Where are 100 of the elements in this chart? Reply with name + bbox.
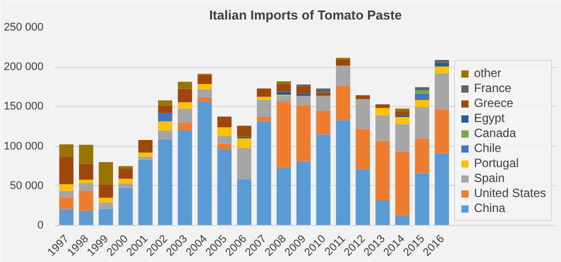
bar	[237, 148, 252, 180]
bar	[434, 73, 449, 110]
bar	[276, 81, 291, 84]
y-tick-label: 100 000	[4, 140, 44, 152]
y-tick-label: 50 000	[10, 180, 44, 192]
bar	[316, 88, 330, 93]
legend-label: Spain	[474, 171, 505, 185]
bar	[395, 215, 410, 226]
bar	[98, 208, 113, 226]
bar	[434, 66, 449, 74]
bar	[138, 156, 153, 160]
bar	[356, 95, 370, 100]
legend-label: France	[474, 81, 512, 95]
bar	[375, 115, 390, 141]
bar	[414, 87, 430, 90]
bar	[256, 96, 272, 100]
bar	[118, 168, 133, 179]
bar	[59, 184, 74, 191]
bar	[434, 60, 449, 63]
bar	[118, 184, 133, 188]
bar	[178, 130, 192, 226]
bar	[138, 140, 153, 153]
bar	[237, 126, 252, 137]
bar	[395, 111, 410, 116]
bar	[434, 109, 449, 154]
y-tick-label: 250 000	[4, 22, 44, 34]
bar	[237, 138, 252, 148]
bar	[256, 100, 272, 117]
bar	[98, 184, 113, 198]
bar	[79, 144, 94, 164]
bar	[217, 149, 232, 226]
bar	[375, 200, 390, 226]
bar	[375, 104, 390, 108]
bar	[276, 168, 291, 226]
bar	[158, 113, 172, 122]
bar	[79, 183, 94, 191]
y-tick-label: 0	[37, 220, 44, 232]
bar	[217, 116, 232, 128]
bar	[98, 202, 113, 209]
bar	[217, 136, 232, 144]
bar	[256, 88, 272, 97]
legend-label: Greece	[474, 96, 514, 110]
bar	[316, 92, 330, 96]
bar	[336, 86, 350, 120]
bar	[296, 96, 311, 106]
bar	[178, 108, 192, 123]
bar	[356, 128, 370, 170]
bar	[217, 144, 232, 150]
bar	[79, 190, 94, 211]
bar	[198, 97, 212, 102]
bar	[59, 190, 74, 198]
bar	[59, 208, 74, 226]
bar	[375, 140, 390, 201]
bar	[395, 116, 410, 124]
bar	[178, 82, 192, 89]
bar	[118, 178, 133, 184]
bar	[138, 160, 153, 226]
chart-title: Italian Imports of Tomato Paste	[209, 8, 402, 22]
bar	[414, 94, 430, 100]
bar	[414, 138, 430, 173]
bar	[356, 99, 370, 129]
bar	[178, 102, 192, 109]
bar	[158, 121, 172, 130]
bar	[395, 108, 410, 112]
bar	[98, 162, 113, 184]
bar	[256, 116, 272, 122]
bar	[296, 86, 311, 94]
legend-label: United States	[474, 186, 546, 200]
bar	[276, 92, 291, 95]
bar	[356, 169, 370, 226]
bar	[198, 89, 212, 98]
bar	[434, 153, 449, 226]
bar	[414, 172, 430, 226]
y-tick-label: 200 000	[4, 61, 44, 74]
bar	[296, 105, 311, 162]
bar	[158, 100, 172, 106]
bar	[178, 122, 192, 130]
bar	[158, 139, 172, 226]
bar	[198, 84, 212, 90]
bar	[316, 134, 330, 226]
bar	[158, 106, 172, 114]
bar	[237, 179, 252, 226]
bar	[256, 121, 272, 226]
bar	[79, 164, 94, 180]
bar	[296, 161, 311, 226]
bar	[198, 75, 212, 84]
bar	[414, 107, 430, 138]
bar	[395, 152, 410, 216]
bar	[178, 88, 192, 102]
legend-label: Egypt	[474, 111, 505, 125]
bar	[276, 102, 291, 168]
legend-label: Canada	[474, 126, 516, 140]
bar	[414, 100, 430, 108]
bar	[138, 152, 153, 157]
legend-label: other	[474, 66, 502, 80]
bar	[375, 108, 390, 116]
bar	[336, 120, 350, 226]
bar	[79, 210, 94, 226]
bar	[276, 96, 291, 102]
bar	[217, 127, 232, 136]
